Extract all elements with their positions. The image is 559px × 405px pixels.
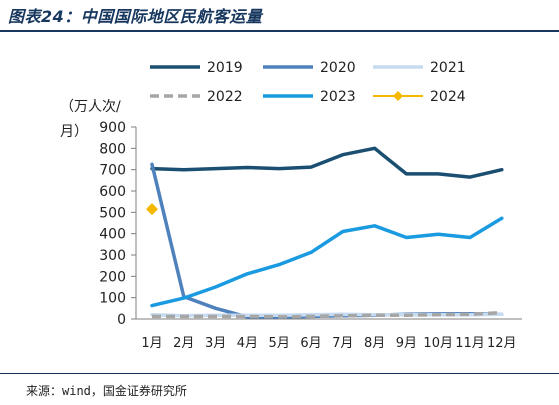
x-tick-label: 12月 xyxy=(487,336,517,351)
x-tick-label: 7月 xyxy=(332,336,353,351)
series-line-2022 xyxy=(152,310,502,319)
x-tick-label: 5月 xyxy=(269,336,290,351)
axes: 0 100 200 300 400 500 600 700 800 900 1月 2月 3月 4月 5月 6月… xyxy=(99,120,522,351)
y-tick-label: 300 xyxy=(99,248,126,264)
y-axis-label-line: （万人次/ xyxy=(60,99,121,115)
legend-label: 2022 xyxy=(207,89,243,105)
x-tick-label: 4月 xyxy=(237,336,258,351)
source-note: 来源：wind，国金证券研究所 xyxy=(26,384,187,398)
legend-item-2019: 2019 xyxy=(150,60,243,76)
title-rule xyxy=(0,30,559,32)
legend: 2019 2020 2021 2022 2023 2024 xyxy=(150,60,466,105)
legend-item-2020: 2020 xyxy=(263,60,356,76)
y-tick-label: 200 xyxy=(99,269,126,285)
series-group xyxy=(146,146,504,320)
legend-item-2022: 2022 xyxy=(150,89,243,105)
y-axis-label: （万人次/月） xyxy=(60,99,121,140)
x-tick-label: 6月 xyxy=(300,336,321,351)
legend-label: 2024 xyxy=(430,89,466,105)
y-tick-label: 100 xyxy=(99,291,126,307)
y-tick-label: 600 xyxy=(99,184,126,200)
x-tick-label: 10月 xyxy=(423,336,453,351)
legend-label: 2020 xyxy=(320,60,356,76)
y-axis-label-line: 月） xyxy=(60,124,88,140)
y-tick-label: 700 xyxy=(99,163,126,179)
y-tick-label: 0 xyxy=(117,312,126,328)
x-tick-label: 3月 xyxy=(205,336,226,351)
x-tick-label: 9月 xyxy=(396,336,417,351)
data-point-2024 xyxy=(146,203,158,216)
y-tick-label: 800 xyxy=(99,141,126,157)
y-tick-label: 400 xyxy=(99,227,126,243)
legend-item-2021: 2021 xyxy=(373,60,466,76)
series-line-2023 xyxy=(150,216,504,308)
x-tick-label: 8月 xyxy=(364,336,385,351)
y-tick-label: 500 xyxy=(99,205,126,221)
legend-label: 2023 xyxy=(320,89,356,105)
x-tick-label: 11月 xyxy=(455,336,485,351)
figure-title: 图表24：中国国际地区民航客运量 xyxy=(8,7,263,26)
legend-label: 2019 xyxy=(207,60,243,76)
x-tick-label: 1月 xyxy=(141,336,162,351)
series-line-2019 xyxy=(150,146,504,179)
legend-marker xyxy=(393,91,403,101)
footer-rule xyxy=(0,373,559,374)
legend-label: 2021 xyxy=(430,60,466,76)
x-tick-label: 2月 xyxy=(173,336,194,351)
legend-item-2024: 2024 xyxy=(373,89,466,105)
legend-item-2023: 2023 xyxy=(263,89,356,105)
y-tick-label: 900 xyxy=(99,120,126,136)
